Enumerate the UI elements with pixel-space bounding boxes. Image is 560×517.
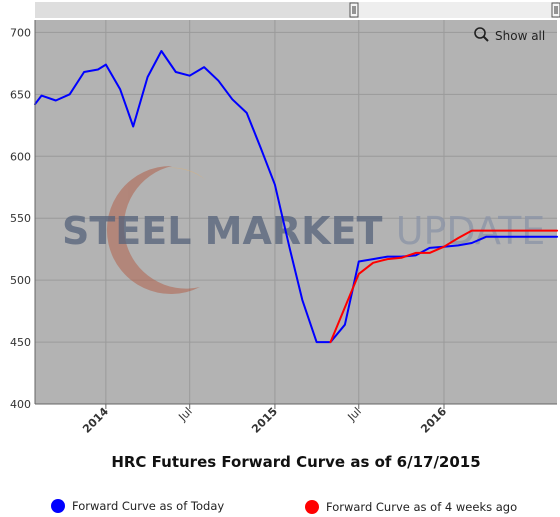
navigator-selected-range[interactable] (355, 2, 556, 18)
x-tick-label: Jul (176, 405, 195, 424)
legend-label-today: Forward Curve as of Today (72, 499, 224, 513)
series-layer (34, 50, 558, 344)
legend-item-today[interactable]: Forward Curve as of Today (51, 499, 224, 513)
y-tick-label: 450 (10, 336, 31, 349)
y-tick-label: 400 (10, 398, 31, 411)
watermark-word-market: MARKET (205, 209, 383, 253)
show-all-button[interactable]: Show all (468, 24, 552, 46)
y-axis-ticks: 400 450 500 550 600 650 700 (10, 26, 31, 411)
y-tick-label: 600 (10, 150, 31, 163)
legend-marker-4-weeks-ago (305, 500, 319, 514)
watermark-logo (106, 165, 206, 294)
x-axis-ticks: 2014 Jul 2015 Jul 2016 (80, 404, 449, 436)
show-all-label: Show all (495, 29, 545, 43)
watermark-crescent (106, 165, 200, 294)
range-navigator[interactable] (35, 2, 560, 18)
x-tick-label: Jul (345, 405, 364, 424)
y-tick-label: 700 (10, 26, 31, 39)
legend-item-4-weeks-ago[interactable]: Forward Curve as of 4 weeks ago (305, 500, 517, 514)
navigator-right-handle[interactable] (551, 2, 560, 18)
chart-title: HRC Futures Forward Curve as of 6/17/201… (111, 453, 480, 471)
x-tick-label: 2015 (249, 405, 280, 436)
legend: Forward Curve as of Today Forward Curve … (51, 499, 517, 514)
series-line-4-weeks-ago[interactable] (329, 229, 558, 344)
x-tick-label: 2014 (80, 405, 111, 436)
x-tick-label: 2016 (418, 405, 449, 436)
legend-marker-today (51, 499, 65, 513)
y-tick-label: 550 (10, 212, 31, 225)
zoom-icon (474, 27, 489, 42)
watermark-word-steel: STEEL (62, 209, 191, 253)
y-tick-label: 650 (10, 88, 31, 101)
series-line-today[interactable] (34, 50, 558, 344)
y-tick-label: 500 (10, 274, 31, 287)
legend-label-4-weeks-ago: Forward Curve as of 4 weeks ago (326, 500, 517, 514)
navigator-left-handle[interactable] (349, 2, 359, 18)
